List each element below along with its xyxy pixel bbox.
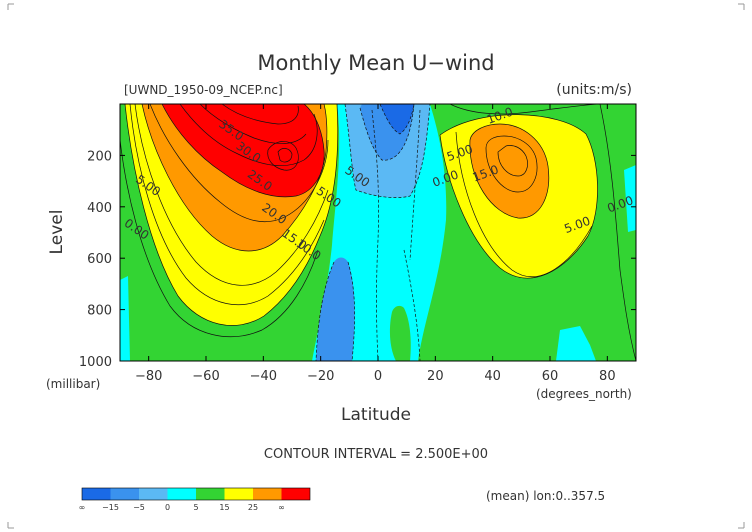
- y-tick-label: 200: [87, 149, 112, 164]
- region-blue-lower: [316, 257, 355, 361]
- region-cyan-right-surface: [556, 326, 596, 361]
- legend-tick-label: −5: [133, 503, 145, 512]
- plot-area: [120, 104, 636, 361]
- x-tick-label: 80: [599, 369, 616, 384]
- legend-tick-label: −15: [102, 503, 119, 512]
- corner-marks: [7, 3, 745, 529]
- y-axis: 200 400 600 800 1000: [79, 149, 636, 370]
- legend-tick-label: ∞: [278, 503, 285, 512]
- x-axis: −80 −60 −40 −20 0 20 40 60 80: [135, 104, 616, 384]
- legend-swatch: [253, 488, 282, 500]
- averaging-note: (mean) lon:0..357.5: [486, 489, 605, 503]
- legend-tick-label: 15: [219, 503, 229, 512]
- y-tick-label: 400: [87, 201, 112, 216]
- x-unit-label: (degrees_north): [536, 387, 632, 401]
- y-axis-label: Level: [47, 210, 67, 255]
- source-label: [UWND_1950-09_NCEP.nc]: [124, 83, 283, 97]
- x-tick-label: −40: [250, 369, 277, 384]
- color-legend: ∞ −15 −5 0 5 15 25 ∞: [79, 487, 311, 512]
- chart-title: Monthly Mean U−wind: [257, 51, 494, 75]
- y-tick-label: 600: [87, 252, 112, 267]
- region-red-south: [162, 104, 325, 197]
- y-tick-label: 800: [87, 304, 112, 319]
- contour-interval-text: CONTOUR INTERVAL = 2.500E+00: [264, 447, 488, 462]
- legend-frame: [81, 487, 311, 501]
- legend-swatch: [139, 488, 168, 500]
- legend-swatch: [82, 488, 111, 500]
- region-dark-blue: [380, 104, 414, 134]
- x-tick-label: 60: [542, 369, 559, 384]
- legend-swatch: [167, 488, 196, 500]
- y-tick-label: 1000: [79, 355, 112, 370]
- legend-tick-label: ∞: [79, 503, 86, 512]
- units-label: (units:m/s): [556, 82, 632, 98]
- contour-lines: [120, 104, 636, 361]
- legend-swatch: [196, 488, 225, 500]
- x-tick-label: −20: [307, 369, 334, 384]
- legend-tick-label: 25: [248, 503, 258, 512]
- x-tick-label: 0: [374, 369, 382, 384]
- region-orange-north: [469, 124, 549, 219]
- legend-tick-label: 0: [165, 503, 170, 512]
- x-axis-label: Latitude: [341, 405, 411, 425]
- negative-contours: [315, 104, 431, 361]
- legend-swatch: [110, 488, 139, 500]
- region-cyan-left: [120, 276, 130, 361]
- x-tick-label: 40: [484, 369, 501, 384]
- y-unit-label: (millibar): [46, 377, 100, 391]
- x-tick-label: −80: [135, 369, 162, 384]
- legend-swatch: [224, 488, 253, 500]
- x-tick-label: 20: [427, 369, 444, 384]
- legend-tick-label: 5: [193, 503, 198, 512]
- region-green-island: [389, 305, 411, 361]
- region-cyan-right-top: [624, 165, 636, 232]
- legend-swatch: [281, 488, 310, 500]
- x-tick-label: −60: [192, 369, 219, 384]
